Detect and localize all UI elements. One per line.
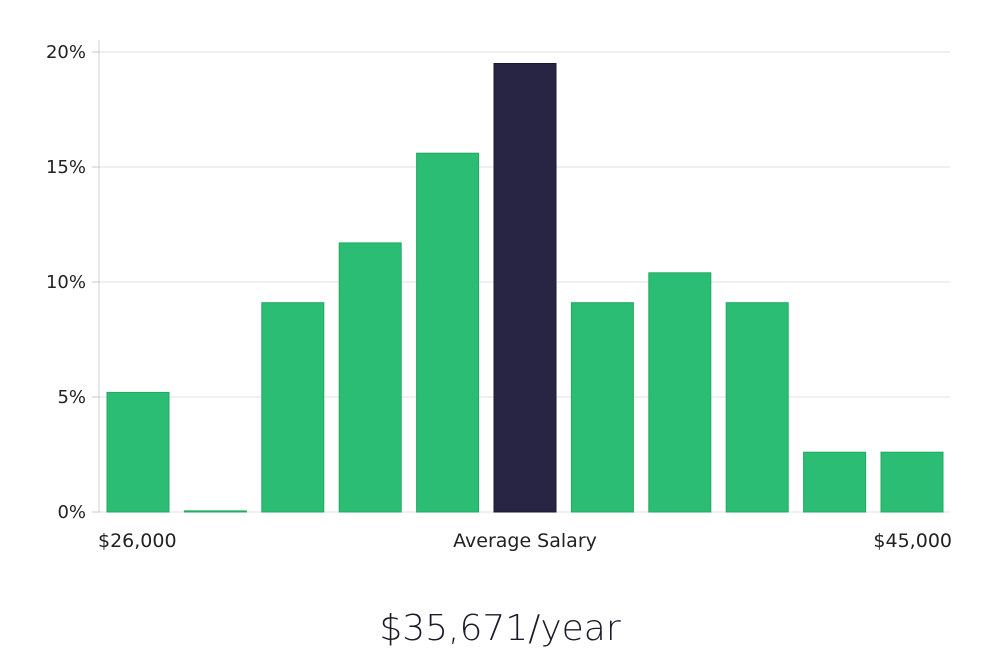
- bar: [338, 242, 402, 513]
- x-center-label: Average Salary: [453, 530, 597, 552]
- y-tick-label: 0%: [57, 502, 86, 523]
- bar-average-salary: [493, 63, 557, 513]
- y-axis-ticks: 0% 5% 10% 15% 20%: [46, 42, 100, 523]
- y-tick-label: 20%: [46, 42, 86, 63]
- bar: [183, 510, 247, 513]
- bar: [803, 451, 867, 513]
- bar: [648, 272, 712, 513]
- y-tick-label: 10%: [46, 272, 86, 293]
- average-salary-value: $35,671/year: [379, 608, 621, 649]
- bar: [570, 302, 634, 513]
- bar: [880, 451, 944, 513]
- x-min-label: $26,000: [98, 530, 177, 552]
- bar: [261, 302, 325, 513]
- bars: [106, 63, 944, 513]
- bar: [106, 391, 170, 513]
- bar: [725, 302, 789, 513]
- y-tick-label: 15%: [46, 157, 86, 178]
- salary-histogram: 0% 5% 10% 15% 20% $26,000 Average Salary $45…: [46, 40, 952, 552]
- bar: [416, 152, 480, 513]
- x-max-label: $45,000: [873, 530, 952, 552]
- y-tick-label: 5%: [57, 387, 86, 408]
